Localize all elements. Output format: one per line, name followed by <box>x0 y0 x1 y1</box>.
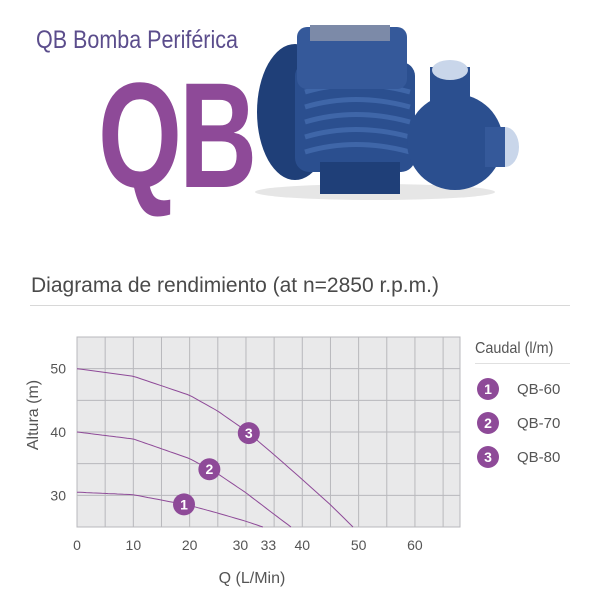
legend-marker-3: 3 <box>477 446 499 468</box>
legend-label: QB-60 <box>517 380 561 398</box>
pump-image <box>255 25 519 200</box>
legend-item-qb-60: 1 QB-60 <box>477 378 560 400</box>
title-divider <box>30 305 570 306</box>
series-marker-label: 1 <box>180 496 188 512</box>
series-marker-2 <box>198 458 221 481</box>
series-line-qb-80 <box>76 368 354 528</box>
chart-curves: 1 2 3 <box>76 368 354 528</box>
x-tick-label: 10 <box>126 537 142 553</box>
series-line-qb-60 <box>76 491 264 528</box>
series-marker-label: 2 <box>205 461 213 477</box>
legend-label: QB-70 <box>517 414 561 432</box>
y-tick-label: 30 <box>50 487 66 503</box>
x-tick-label: 33 <box>261 537 277 553</box>
x-tick-label: 50 <box>351 537 367 553</box>
x-tick-label: 0 <box>73 537 81 553</box>
x-tick-label: 30 <box>233 537 249 553</box>
legend-title: Caudal (l/m) <box>475 340 554 357</box>
chart-title: Diagrama de rendimiento (at n=2850 r.p.m… <box>31 274 439 297</box>
y-axis-label: Altura (m) <box>25 380 42 450</box>
product-subtitle: QB Bomba Periférica <box>36 26 238 54</box>
x-axis-label: Q (L/Min) <box>219 570 286 587</box>
series-marker-3 <box>237 422 260 445</box>
series-marker-1 <box>173 493 196 516</box>
legend-marker-1: 1 <box>477 378 499 400</box>
legend-item-qb-70: 2 QB-70 <box>477 412 560 434</box>
y-tick-label: 40 <box>50 424 66 440</box>
x-tick-label: 20 <box>182 537 198 553</box>
chart-grid <box>76 336 461 528</box>
legend-label: QB-80 <box>517 448 561 466</box>
legend-divider <box>475 363 570 364</box>
series-line-qb-70 <box>76 431 292 528</box>
x-tick-label: 60 <box>407 537 423 553</box>
product-logo: QB <box>98 51 257 219</box>
legend-item-qb-80: 3 QB-80 <box>477 446 560 468</box>
series-marker-label: 3 <box>245 425 253 441</box>
x-tick-label: 40 <box>295 537 311 553</box>
chart-ticks: 0 10 20 30 33 40 50 60 30 40 50 <box>50 361 423 553</box>
legend-marker-2: 2 <box>477 412 499 434</box>
y-tick-label: 50 <box>50 361 66 377</box>
